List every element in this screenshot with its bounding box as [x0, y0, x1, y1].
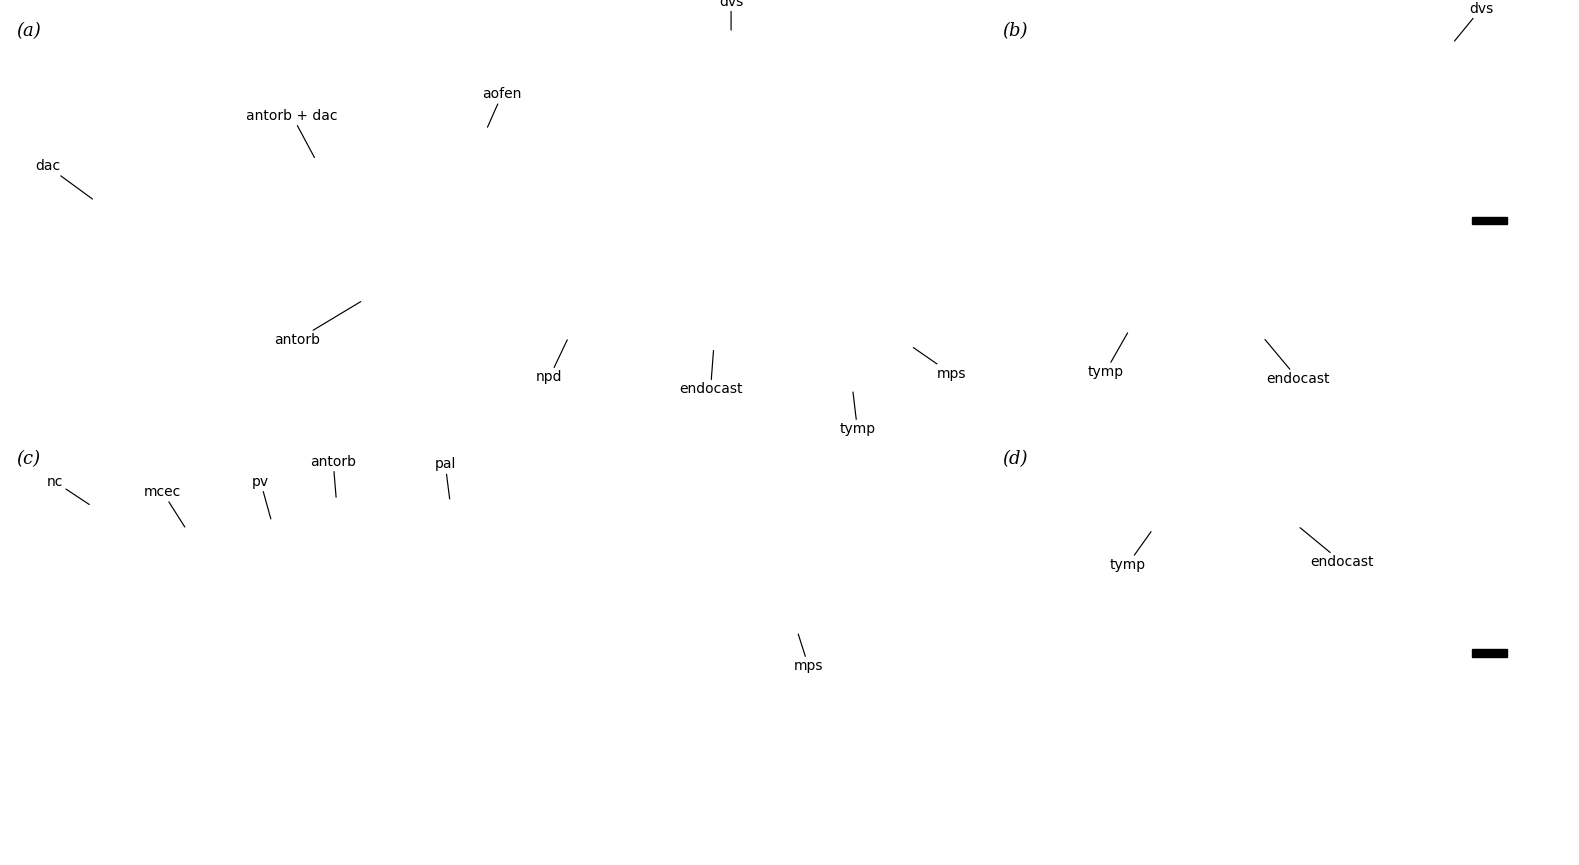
Text: mps: mps — [913, 348, 966, 381]
Text: endocast: endocast — [1300, 528, 1374, 569]
FancyBboxPatch shape — [1472, 216, 1506, 224]
Text: nc: nc — [47, 475, 90, 504]
Text: endocast: endocast — [679, 350, 742, 396]
Text: pv: pv — [253, 475, 272, 519]
Text: tymp: tymp — [840, 392, 875, 436]
Text: tymp: tymp — [1110, 532, 1151, 572]
Text: antorb: antorb — [309, 455, 357, 497]
Text: mcec: mcec — [144, 485, 185, 527]
Text: tymp: tymp — [1088, 333, 1127, 379]
Text: (a): (a) — [16, 22, 41, 40]
Text: npd: npd — [537, 340, 567, 384]
Text: pal: pal — [434, 458, 456, 499]
Text: (c): (c) — [16, 450, 39, 468]
Text: dac: dac — [35, 159, 93, 199]
FancyBboxPatch shape — [1472, 649, 1506, 657]
Text: dvs: dvs — [1454, 2, 1494, 42]
Text: mps: mps — [794, 634, 823, 673]
Text: (d): (d) — [1003, 450, 1028, 468]
Text: aofen: aofen — [483, 87, 521, 127]
Text: antorb: antorb — [273, 302, 360, 347]
Text: antorb + dac: antorb + dac — [246, 109, 338, 157]
Text: (b): (b) — [1003, 22, 1028, 40]
Text: dvs: dvs — [718, 0, 744, 30]
Text: endocast: endocast — [1265, 339, 1330, 386]
